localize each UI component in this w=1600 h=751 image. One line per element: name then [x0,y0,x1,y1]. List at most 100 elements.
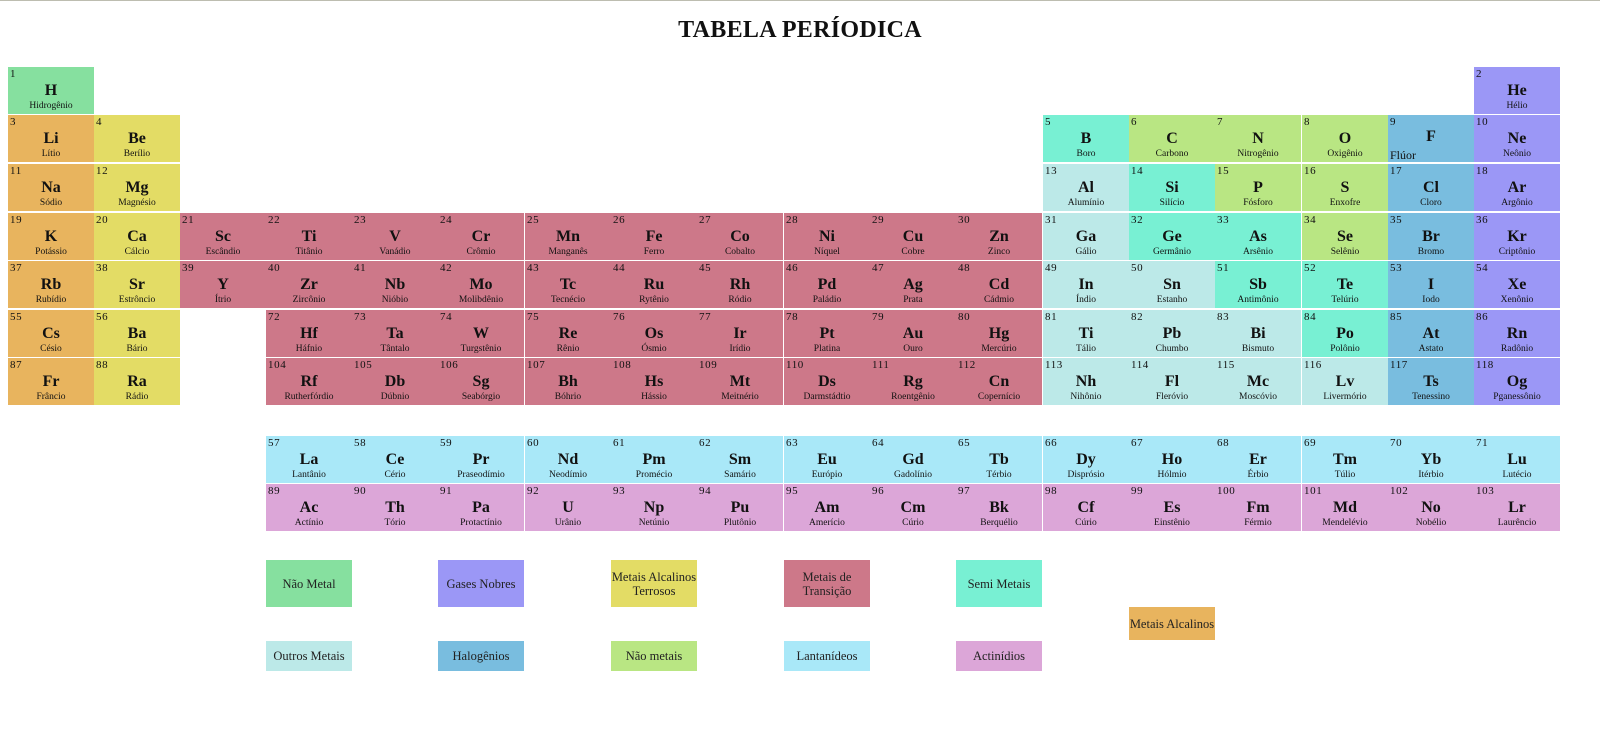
element-mg[interactable]: 12 Mg Magnésio [94,164,180,211]
element-s[interactable]: 16 S Enxofre [1302,164,1388,211]
element-db[interactable]: 105 Db Dúbnio [352,358,438,405]
element-tm[interactable]: 69 Tm Túlio [1302,436,1388,483]
element-hg[interactable]: 80 Hg Mercúrio [956,310,1042,357]
element-rh[interactable]: 45 Rh Ródio [697,261,783,308]
element-ne[interactable]: 10 Ne Neônio [1474,115,1560,162]
element-ds[interactable]: 110 Ds Darmstádtio [784,358,870,405]
element-o[interactable]: 8 O Oxigênio [1302,115,1388,162]
element-ba[interactable]: 56 Ba Bário [94,310,180,357]
element-br[interactable]: 35 Br Bromo [1388,213,1474,260]
element-og[interactable]: 118 Og Pganessônio [1474,358,1560,405]
element-lv[interactable]: 116 Lv Livermório [1302,358,1388,405]
element-pb[interactable]: 82 Pb Chumbo [1129,310,1215,357]
element-ra[interactable]: 88 Ra Rádio [94,358,180,405]
element-ni[interactable]: 28 Ni Níquel [784,213,870,260]
element-th[interactable]: 90 Th Tório [352,484,438,531]
element-sn[interactable]: 50 Sn Estanho [1129,261,1215,308]
element-es[interactable]: 99 Es Einstênio [1129,484,1215,531]
element-hf[interactable]: 72 Hf Háfnio [266,310,352,357]
element-zn[interactable]: 30 Zn Zinco [956,213,1042,260]
element-cd[interactable]: 48 Cd Cádmio [956,261,1042,308]
element-sr[interactable]: 38 Sr Estrôncio [94,261,180,308]
element-sb[interactable]: 51 Sb Antimônio [1215,261,1301,308]
element-dy[interactable]: 66 Dy Disprósio [1043,436,1129,483]
element-n[interactable]: 7 N Nitrogênio [1215,115,1301,162]
element-in[interactable]: 49 In Índio [1043,261,1129,308]
element-la[interactable]: 57 La Lantânio [266,436,352,483]
element-lr[interactable]: 103 Lr Laurêncio [1474,484,1560,531]
element-cr[interactable]: 24 Cr Crômio [438,213,524,260]
element-ar[interactable]: 18 Ar Argônio [1474,164,1560,211]
element-ts[interactable]: 117 Ts Tenessino [1388,358,1474,405]
element-xe[interactable]: 54 Xe Xenônio [1474,261,1560,308]
element-bh[interactable]: 107 Bh Bóhrio [525,358,611,405]
element-ti[interactable]: 22 Ti Titânio [266,213,352,260]
element-u[interactable]: 92 U Urânio [525,484,611,531]
element-te[interactable]: 52 Te Telúrio [1302,261,1388,308]
element-gd[interactable]: 64 Gd Gadolínio [870,436,956,483]
element-cu[interactable]: 29 Cu Cobre [870,213,956,260]
element-pa[interactable]: 91 Pa Protactínio [438,484,524,531]
element-nd[interactable]: 60 Nd Neodímio [525,436,611,483]
element-cl[interactable]: 17 Cl Cloro [1388,164,1474,211]
element-po[interactable]: 84 Po Polônio [1302,310,1388,357]
element-f[interactable]: 9 F Flúor [1388,115,1474,162]
element-ag[interactable]: 47 Ag Prata [870,261,956,308]
element-pd[interactable]: 46 Pd Paládio [784,261,870,308]
element-rb[interactable]: 37 Rb Rubídio [8,261,94,308]
element-mt[interactable]: 109 Mt Meitnério [697,358,783,405]
element-k[interactable]: 19 K Potássio [8,213,94,260]
element-b[interactable]: 5 B Boro [1043,115,1129,162]
element-tb[interactable]: 65 Tb Térbio [956,436,1042,483]
element-w[interactable]: 74 W Turgstênio [438,310,524,357]
element-np[interactable]: 93 Np Netúnio [611,484,697,531]
element-hs[interactable]: 108 Hs Hássio [611,358,697,405]
element-ru[interactable]: 44 Ru Rytênio [611,261,697,308]
element-pm[interactable]: 61 Pm Promécio [611,436,697,483]
element-ho[interactable]: 67 Ho Hólmio [1129,436,1215,483]
element-bk[interactable]: 97 Bk Berquélio [956,484,1042,531]
element-i[interactable]: 53 I Iodo [1388,261,1474,308]
element-au[interactable]: 79 Au Ouro [870,310,956,357]
element-co[interactable]: 27 Co Cobalto [697,213,783,260]
element-se[interactable]: 34 Se Selênio [1302,213,1388,260]
element-pt[interactable]: 78 Pt Platina [784,310,870,357]
element-ga[interactable]: 31 Ga Gálio [1043,213,1129,260]
element-re[interactable]: 75 Re Rênio [525,310,611,357]
element-kr[interactable]: 36 Kr Criptônio [1474,213,1560,260]
element-fe[interactable]: 26 Fe Ferro [611,213,697,260]
element-c[interactable]: 6 C Carbono [1129,115,1215,162]
element-ac[interactable]: 89 Ac Actínio [266,484,352,531]
element-v[interactable]: 23 V Vanádio [352,213,438,260]
element-as[interactable]: 33 As Arsênio [1215,213,1301,260]
element-ce[interactable]: 58 Ce Cério [352,436,438,483]
element-ca[interactable]: 20 Ca Cálcio [94,213,180,260]
element-tc[interactable]: 43 Tc Tecnécio [525,261,611,308]
element-nb[interactable]: 41 Nb Nióbio [352,261,438,308]
element-fl[interactable]: 114 Fl Fleróvio [1129,358,1215,405]
element-os[interactable]: 76 Os Ósmio [611,310,697,357]
element-pr[interactable]: 59 Pr Praseodímio [438,436,524,483]
element-he[interactable]: 2 He Hélio [1474,67,1560,114]
element-ti[interactable]: 81 Ti Tálio [1043,310,1129,357]
element-fm[interactable]: 100 Fm Férmio [1215,484,1301,531]
element-mc[interactable]: 115 Mc Moscóvio [1215,358,1301,405]
element-md[interactable]: 101 Md Mendelévio [1302,484,1388,531]
element-rg[interactable]: 111 Rg Roentgênio [870,358,956,405]
element-cm[interactable]: 96 Cm Cúrio [870,484,956,531]
element-eu[interactable]: 63 Eu Európio [784,436,870,483]
element-er[interactable]: 68 Er Érbio [1215,436,1301,483]
element-ge[interactable]: 32 Ge Germânio [1129,213,1215,260]
element-rn[interactable]: 86 Rn Radônio [1474,310,1560,357]
element-h[interactable]: 1 H Hidrogênio [8,67,94,114]
element-mo[interactable]: 42 Mo Molibdênio [438,261,524,308]
element-li[interactable]: 3 Li Lítio [8,115,94,162]
element-si[interactable]: 14 Si Silício [1129,164,1215,211]
element-y[interactable]: 39 Y Ítrio [180,261,266,308]
element-sm[interactable]: 62 Sm Samário [697,436,783,483]
element-zr[interactable]: 40 Zr Zircônio [266,261,352,308]
element-bi[interactable]: 83 Bi Bismuto [1215,310,1301,357]
element-pu[interactable]: 94 Pu Plutônio [697,484,783,531]
element-no[interactable]: 102 No Nobélio [1388,484,1474,531]
element-cf[interactable]: 98 Cf Cúrio [1043,484,1129,531]
